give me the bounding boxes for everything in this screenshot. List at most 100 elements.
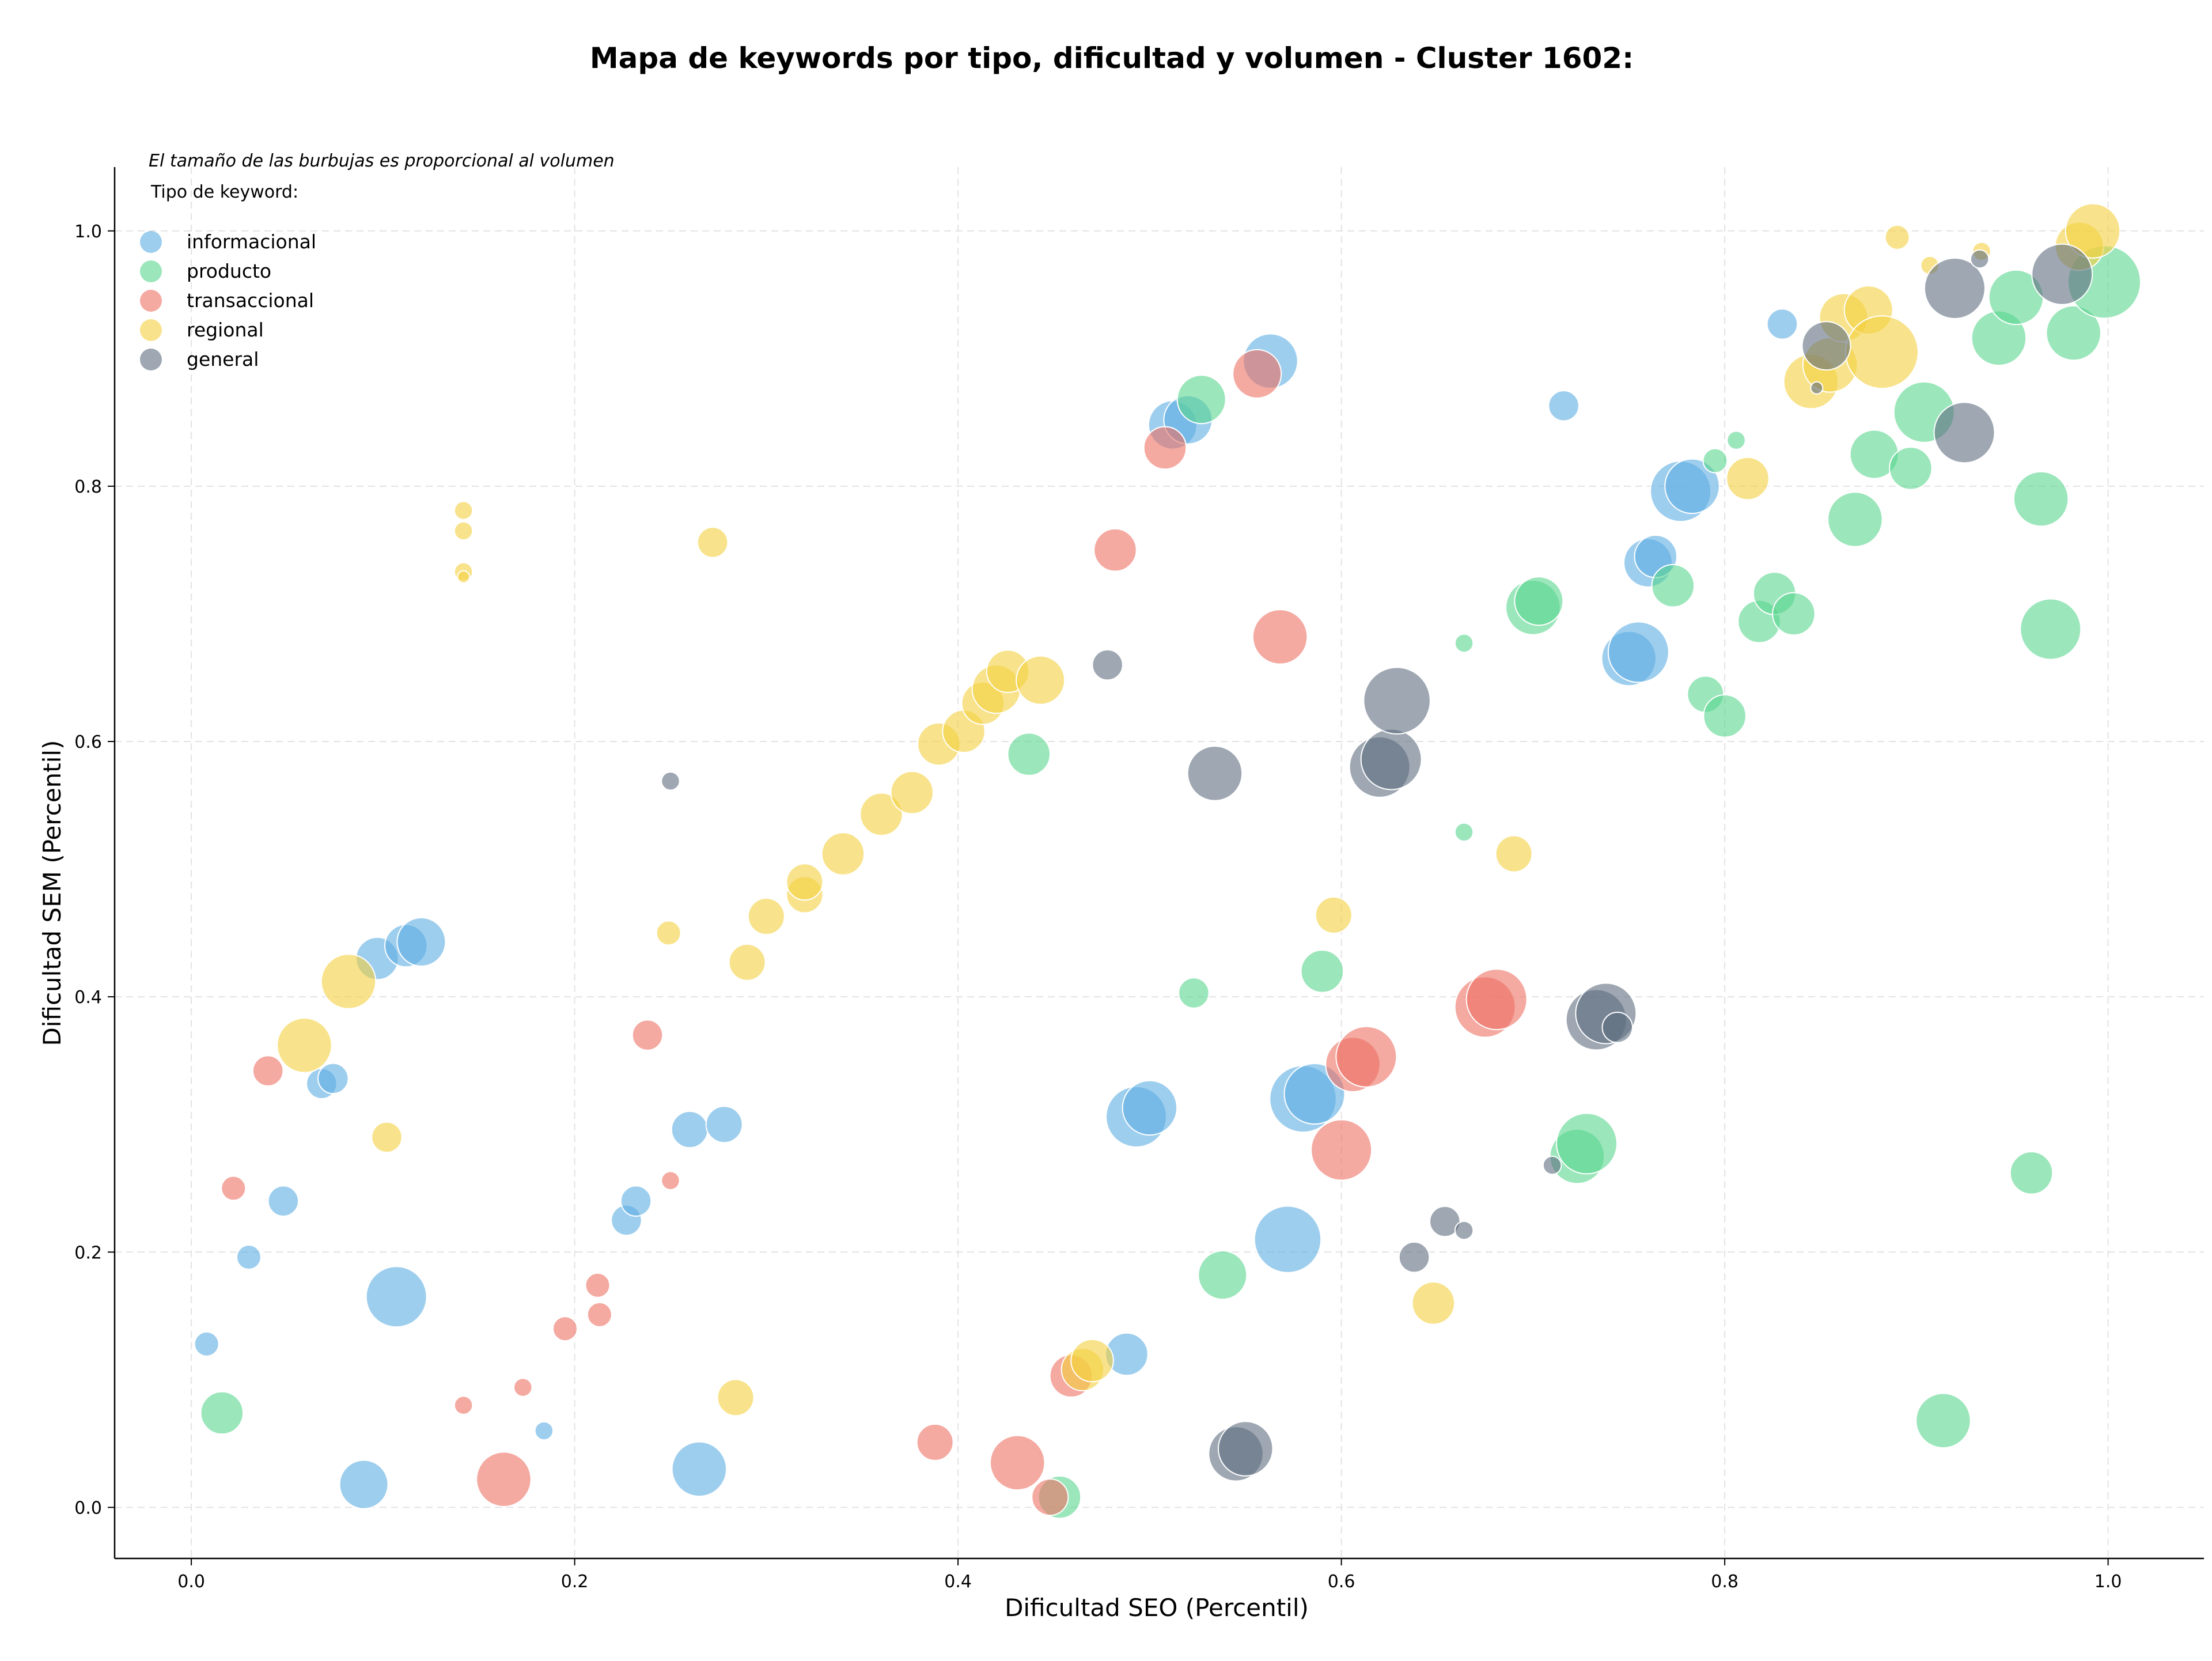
bubble-regional [1016, 655, 1066, 705]
bubble-transaccional [585, 1272, 611, 1298]
bubble-informacional [1122, 1080, 1178, 1136]
bubble-producto [1703, 694, 1747, 738]
bubble-size-note: El tamaño de las burbujas es proporciona… [149, 151, 615, 171]
y-axis-label: Dificultad SEM (Percentil) [38, 740, 66, 1046]
bubble-informacional [1253, 1205, 1322, 1273]
bubble-general [1092, 649, 1123, 681]
bubble-transaccional [1031, 1478, 1069, 1516]
series-general [661, 243, 2093, 1482]
bubble-producto [2046, 305, 2101, 361]
bubble-general [1810, 381, 1824, 395]
bubble-informacional [339, 1459, 389, 1509]
x-tick-label: 1.0 [2094, 1572, 2122, 1592]
legend-label: general [187, 348, 259, 370]
bubble-informacional [365, 1266, 427, 1328]
bubble-informacional [620, 1185, 652, 1217]
x-tick-label: 0.4 [944, 1572, 972, 1592]
bubble-producto [1454, 822, 1474, 842]
bubble-informacional [671, 1111, 709, 1149]
bubble-regional [2065, 203, 2121, 259]
x-tick-label: 0.0 [177, 1572, 205, 1592]
bubble-regional [276, 1017, 332, 1073]
bubble-producto [2013, 471, 2069, 527]
bubble-regional [728, 943, 766, 981]
legend-marker [140, 231, 162, 253]
y-tick-label: 0.4 [74, 987, 102, 1008]
series-informacional [194, 308, 1798, 1509]
bubble-general [1360, 728, 1422, 790]
legend-label: producto [187, 260, 271, 282]
bubble-producto [1454, 633, 1474, 653]
bubble-general [1601, 1012, 1634, 1043]
bubble-regional [1070, 1338, 1114, 1383]
bubble-producto [1007, 732, 1051, 776]
bubble-regional [1844, 315, 1919, 389]
bubble-transaccional [1310, 1119, 1373, 1181]
legend-marker [140, 260, 162, 282]
bubble-informacional [236, 1244, 262, 1270]
legend: informacional producto transaccional region… [140, 230, 316, 370]
legend-label: informacional [187, 230, 316, 253]
bubble-regional [1495, 835, 1533, 873]
bubble-general [1429, 1205, 1461, 1238]
bubble-regional [1884, 224, 1910, 250]
legend-entry-regional: regional [140, 319, 264, 341]
bubble-informacional [534, 1421, 554, 1441]
bubble-informacional [671, 1441, 728, 1497]
bubble-general [1363, 667, 1431, 735]
bubble-producto [1726, 430, 1746, 450]
y-tick-label: 0.2 [74, 1243, 102, 1263]
legend-marker [140, 319, 162, 341]
bubble-producto [1300, 949, 1344, 993]
bubble-producto [2009, 1151, 2054, 1195]
bubble-transaccional [586, 1301, 612, 1327]
bubble-general [1923, 257, 1986, 319]
x-axis-label: Dificultad SEO (Percentil) [1005, 1594, 1309, 1622]
chart-text: Mapa de keywords por tipo, dificultad y … [38, 41, 1634, 1622]
bubble-transaccional [1232, 349, 1282, 399]
legend-label: regional [187, 319, 264, 341]
bubble-regional [457, 570, 471, 584]
bubble-informacional [1607, 621, 1669, 683]
bubble-general [1801, 321, 1851, 371]
bubble-regional [786, 863, 824, 901]
bubble-general [1187, 746, 1243, 801]
bubble-regional [1411, 1281, 1456, 1325]
bubble-transaccional [513, 1378, 533, 1397]
bubble-general [1454, 1220, 1474, 1240]
bubble-general [661, 771, 680, 791]
bubble-producto [1556, 1113, 1618, 1175]
bubble-regional [371, 1121, 403, 1153]
bubble-general [1398, 1241, 1430, 1273]
bubble-transaccional [1335, 1026, 1397, 1088]
axes: 0.0 0.2 0.4 0.6 0.8 1.0 0.0 0.2 0.4 0.6 0.8 1.0 [74, 167, 2204, 1592]
bubble-transaccional [252, 1055, 284, 1087]
bubble-producto [1702, 448, 1728, 474]
x-tick-label: 0.8 [1711, 1572, 1738, 1592]
bubble-transaccional [221, 1175, 247, 1201]
grid-lines [115, 167, 2204, 1558]
y-tick-label: 0.0 [74, 1498, 102, 1518]
legend-marker [140, 290, 162, 312]
bubble-general [2031, 243, 2093, 305]
legend-entry-transaccional: transaccional [140, 289, 314, 312]
bubble-regional [890, 770, 934, 815]
bubble-informacional [1664, 458, 1720, 514]
legend-entry-general: general [140, 348, 259, 370]
bubble-producto [1651, 563, 1695, 608]
bubble-transaccional [476, 1451, 532, 1507]
bubble-informacional [1548, 390, 1580, 422]
bubble-informacional [1766, 308, 1798, 340]
bubble-producto [1198, 1250, 1248, 1300]
x-tick-label: 0.2 [561, 1572, 589, 1592]
bubble-informacional [705, 1106, 743, 1144]
legend-label: transaccional [187, 289, 314, 312]
bubble-transaccional [1465, 968, 1528, 1031]
bubble-informacional [194, 1331, 219, 1357]
legend-entry-producto: producto [140, 260, 271, 282]
bubble-regional [453, 501, 474, 520]
bubble-regional [696, 527, 729, 558]
